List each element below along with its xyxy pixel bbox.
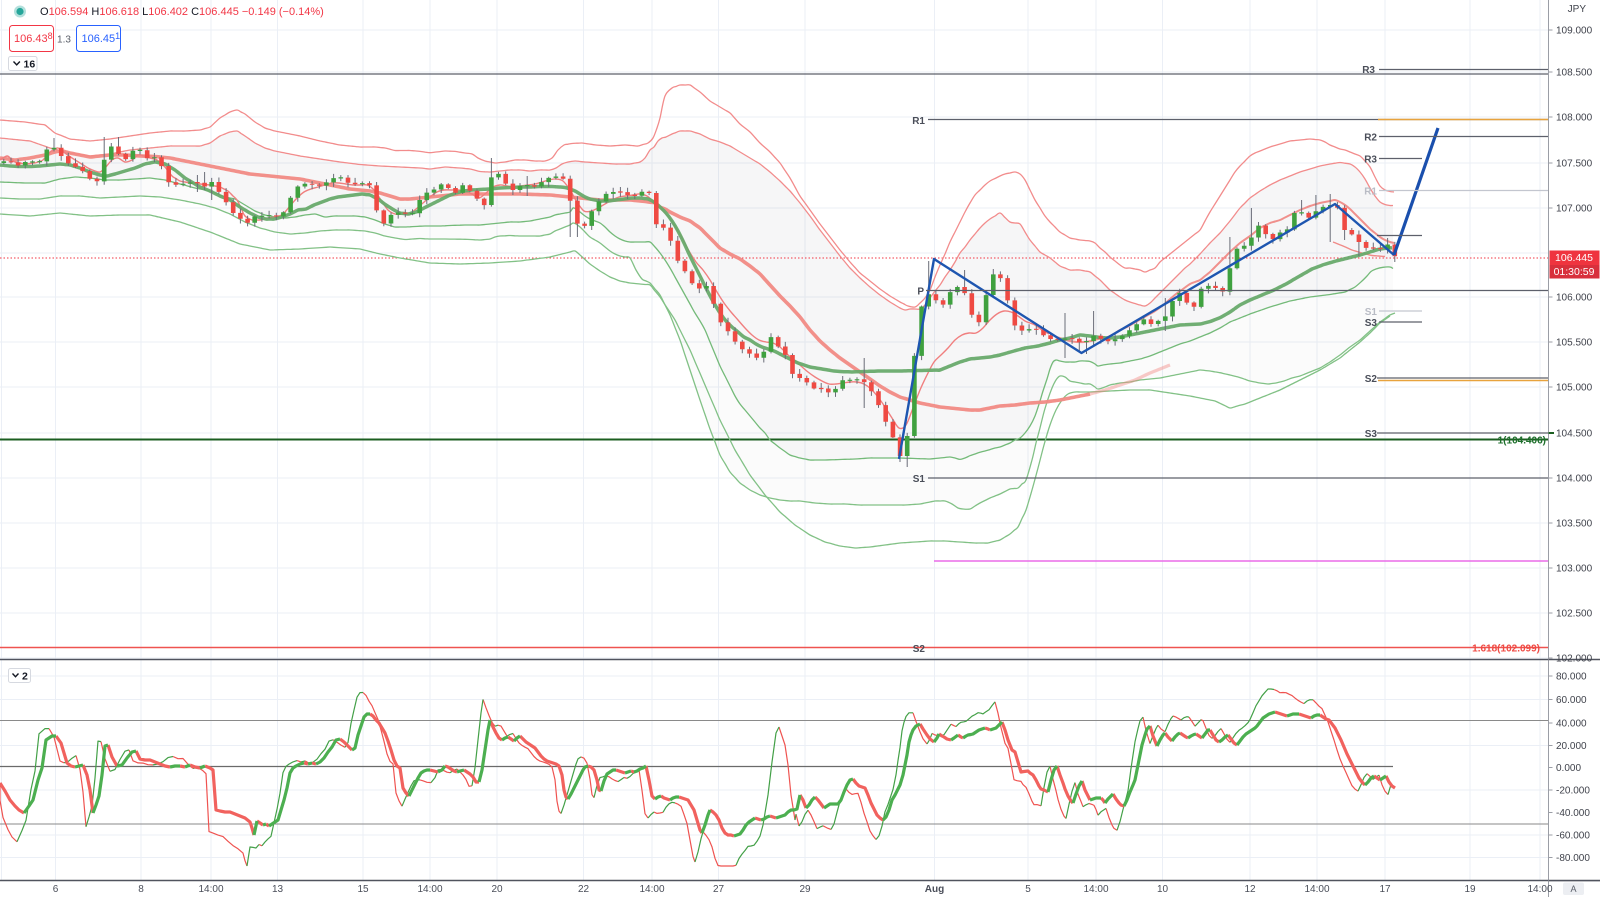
svg-text:5: 5	[1025, 884, 1031, 895]
svg-text:29: 29	[799, 884, 811, 895]
svg-text:60.000: 60.000	[1556, 695, 1587, 706]
svg-text:105.500: 105.500	[1556, 338, 1593, 349]
svg-text:13: 13	[272, 884, 284, 895]
svg-text:-80.000: -80.000	[1556, 853, 1590, 864]
svg-text:106.445: 106.445	[1555, 252, 1593, 264]
svg-text:R1: R1	[1364, 187, 1377, 198]
svg-text:108.500: 108.500	[1556, 68, 1593, 79]
svg-text:106.451: 106.451	[82, 31, 121, 45]
svg-text:10: 10	[1157, 884, 1169, 895]
svg-text:8: 8	[138, 884, 144, 895]
svg-text:14:00: 14:00	[1304, 884, 1329, 895]
svg-text:104.000: 104.000	[1556, 474, 1593, 485]
svg-text:1(104.406): 1(104.406)	[1498, 436, 1546, 447]
svg-text:20: 20	[491, 884, 503, 895]
svg-text:19: 19	[1464, 884, 1476, 895]
svg-text:15: 15	[357, 884, 369, 895]
svg-text:108.000: 108.000	[1556, 113, 1593, 124]
svg-text:A: A	[1570, 884, 1576, 894]
svg-text:R3: R3	[1364, 155, 1377, 166]
svg-text:20.000: 20.000	[1556, 741, 1587, 752]
svg-text:1.3: 1.3	[57, 35, 71, 46]
svg-text:107.000: 107.000	[1556, 204, 1593, 215]
svg-text:105.000: 105.000	[1556, 383, 1593, 394]
svg-text:S1: S1	[1365, 307, 1378, 318]
svg-text:80.000: 80.000	[1556, 672, 1587, 683]
svg-text:0.000: 0.000	[1556, 763, 1581, 774]
svg-text:14:00: 14:00	[198, 884, 223, 895]
svg-text:S2: S2	[1365, 374, 1378, 385]
svg-text:109.000: 109.000	[1556, 26, 1593, 37]
svg-text:01:30:59: 01:30:59	[1554, 266, 1595, 278]
svg-text:107.500: 107.500	[1556, 159, 1593, 170]
svg-text:12: 12	[1244, 884, 1256, 895]
svg-text:R3: R3	[1362, 65, 1375, 76]
svg-text:P: P	[917, 287, 924, 298]
svg-text:O106.594 H106.618 L106.402: O106.594 H106.618 L106.402 C106.445 −0.1…	[40, 6, 324, 18]
svg-text:6: 6	[53, 884, 59, 895]
svg-text:104.500: 104.500	[1556, 429, 1593, 440]
svg-text:14:00: 14:00	[1527, 884, 1552, 895]
svg-text:S3: S3	[1365, 429, 1378, 440]
svg-text:27: 27	[713, 884, 725, 895]
svg-text:Aug: Aug	[925, 884, 944, 895]
svg-text:103.000: 103.000	[1556, 564, 1593, 575]
svg-text:14:00: 14:00	[639, 884, 664, 895]
svg-text:JPY: JPY	[1568, 4, 1587, 15]
svg-text:103.500: 103.500	[1556, 519, 1593, 530]
svg-text:17: 17	[1379, 884, 1391, 895]
svg-text:S1: S1	[913, 474, 926, 485]
svg-text:40.000: 40.000	[1556, 719, 1587, 730]
svg-text:106.438: 106.438	[14, 31, 53, 45]
svg-text:1.618(102.099): 1.618(102.099)	[1472, 644, 1540, 655]
svg-text:16: 16	[24, 59, 36, 71]
svg-text:S2: S2	[913, 644, 926, 655]
svg-text:-40.000: -40.000	[1556, 808, 1590, 819]
svg-text:S3: S3	[1365, 318, 1378, 329]
svg-text:22: 22	[578, 884, 590, 895]
svg-text:-60.000: -60.000	[1556, 831, 1590, 842]
svg-text:106.000: 106.000	[1556, 293, 1593, 304]
svg-text:2: 2	[22, 671, 28, 683]
svg-text:102.000: 102.000	[1556, 654, 1593, 665]
svg-text:-20.000: -20.000	[1556, 786, 1590, 797]
svg-text:14:00: 14:00	[1083, 884, 1108, 895]
svg-text:R2: R2	[1364, 133, 1377, 144]
svg-text:R1: R1	[912, 116, 925, 127]
svg-text:14:00: 14:00	[417, 884, 442, 895]
svg-text:102.500: 102.500	[1556, 609, 1593, 620]
